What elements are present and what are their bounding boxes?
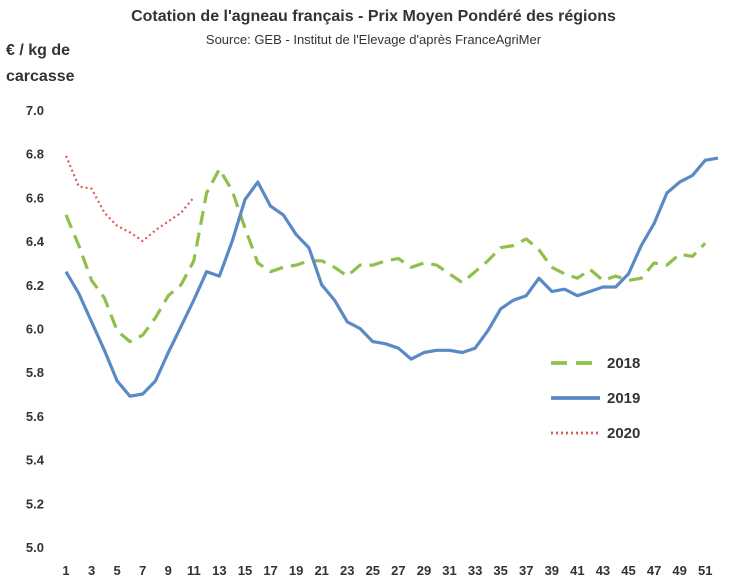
- x-tick-label: 33: [468, 563, 482, 578]
- y-axis-ticks: 5.0 5.2 5.4 5.6 5.8 6.0 6.2 6.4 6.6 6.8 7.0: [26, 103, 45, 555]
- x-tick-label: 49: [672, 563, 686, 578]
- y-tick-label: 6.0: [26, 322, 44, 337]
- x-tick-label: 37: [519, 563, 533, 578]
- x-tick-label: 39: [545, 563, 559, 578]
- y-axis-label: € / kg de carcasse: [6, 42, 75, 85]
- series-line-2020: [64, 155, 195, 243]
- legend: 2018 2019 2020: [551, 355, 640, 442]
- series-line-2018: [64, 167, 707, 344]
- x-tick-label: 45: [621, 563, 635, 578]
- x-tick-label: 29: [417, 563, 431, 578]
- x-axis-ticks: 1 3 5 7 9 11 13 15 17 19 21 23 25 27 29 31 33 35 37 39 41 43 4…: [62, 563, 712, 578]
- x-tick-label: 1: [62, 563, 69, 578]
- y-tick-label: 6.8: [26, 147, 44, 162]
- x-tick-label: 31: [442, 563, 456, 578]
- y-tick-label: 6.6: [26, 190, 44, 205]
- x-tick-label: 11: [187, 563, 201, 578]
- legend-label-2018: 2018: [607, 355, 640, 372]
- x-tick-label: 47: [647, 563, 661, 578]
- legend-label-2019: 2019: [607, 390, 640, 407]
- x-tick-label: 41: [570, 563, 584, 578]
- y-tick-label: 5.8: [26, 365, 44, 380]
- x-tick-label: 21: [314, 563, 328, 578]
- series-line-2019: [64, 156, 719, 398]
- x-tick-label: 35: [493, 563, 507, 578]
- y-tick-label: 6.4: [26, 234, 45, 249]
- series-lines: [64, 155, 719, 398]
- y-tick-label: 5.0: [26, 540, 44, 555]
- y-tick-label: 7.0: [26, 103, 44, 118]
- x-tick-label: 25: [366, 563, 380, 578]
- x-tick-label: 7: [139, 563, 146, 578]
- y-tick-label: 5.2: [26, 496, 44, 511]
- x-tick-label: 17: [263, 563, 277, 578]
- x-tick-label: 5: [114, 563, 121, 578]
- x-tick-label: 51: [698, 563, 712, 578]
- y-tick-label: 5.6: [26, 409, 44, 424]
- y-tick-label: 5.4: [26, 453, 45, 468]
- x-tick-label: 43: [596, 563, 610, 578]
- legend-label-2020: 2020: [607, 425, 640, 442]
- x-tick-label: 9: [165, 563, 172, 578]
- y-tick-label: 6.2: [26, 278, 44, 293]
- x-tick-label: 19: [289, 563, 303, 578]
- x-tick-label: 3: [88, 563, 95, 578]
- x-tick-label: 23: [340, 563, 354, 578]
- chart-title: Cotation de l'agneau français - Prix Moy…: [131, 8, 616, 25]
- chart-subtitle: Source: GEB - Institut de l'Elevage d'ap…: [205, 32, 542, 47]
- x-tick-label: 13: [212, 563, 226, 578]
- x-tick-label: 27: [391, 563, 405, 578]
- x-tick-label: 15: [238, 563, 252, 578]
